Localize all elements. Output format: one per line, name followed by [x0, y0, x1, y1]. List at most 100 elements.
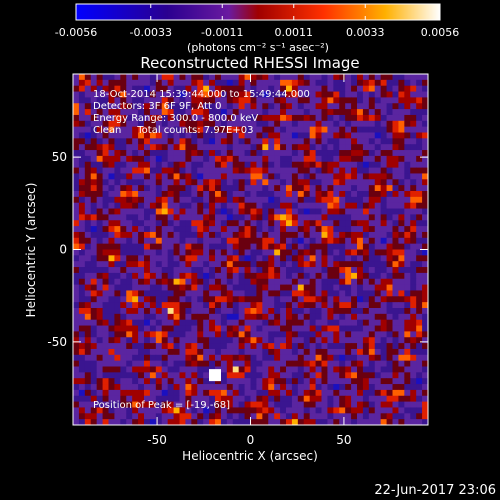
heatmap-cell [167, 109, 174, 116]
heatmap-cell [161, 372, 169, 379]
heatmap-cell [149, 302, 157, 309]
heatmap-cell [90, 261, 98, 268]
colorbar-tick-label: -0.0056 [55, 26, 97, 39]
heatmap-cell [132, 191, 139, 198]
heatmap-cell [392, 91, 399, 98]
heatmap-cell [102, 272, 109, 280]
heatmap-cell [220, 74, 228, 81]
heatmap-cell [333, 249, 340, 256]
heatmap-cell [73, 378, 80, 385]
heatmap-cell [209, 255, 216, 262]
heatmap-cell [416, 196, 423, 204]
heatmap-cell [173, 243, 180, 250]
heatmap-cell [209, 150, 216, 157]
heatmap-cell [155, 231, 163, 239]
heatmap-cell [362, 343, 370, 350]
heatmap-cell [327, 413, 334, 420]
heatmap-cell [232, 389, 240, 397]
heatmap-cell [209, 296, 216, 303]
heatmap-cell [209, 389, 216, 397]
heatmap-cell [274, 384, 281, 391]
heatmap-cell [226, 150, 234, 157]
heatmap-cell [126, 173, 133, 180]
heatmap-cell [321, 378, 328, 385]
heatmap-cell [232, 237, 240, 245]
heatmap-cell [244, 384, 251, 391]
heatmap-cell [345, 261, 352, 268]
heatmap-cell [149, 114, 157, 122]
heatmap-cell [256, 401, 263, 408]
heatmap-cell [345, 366, 352, 373]
heatmap-cell [286, 343, 293, 350]
heatmap-cell [209, 407, 216, 414]
heatmap-cell [321, 185, 328, 192]
heatmap-cell [422, 167, 429, 174]
heatmap-cell [84, 255, 92, 262]
heatmap-cell [327, 196, 334, 204]
heatmap-cell [226, 144, 234, 151]
heatmap-cell [333, 179, 340, 186]
heatmap-cell [226, 278, 234, 285]
heatmap-cell [226, 120, 234, 128]
heatmap-cell [238, 226, 245, 233]
heatmap-cell [102, 378, 109, 385]
heatmap-cell [374, 378, 382, 385]
heatmap-cell [120, 97, 127, 104]
heatmap-cell [274, 360, 281, 367]
heatmap-cell [78, 191, 86, 198]
heatmap-cell [138, 179, 145, 186]
heatmap-cell [102, 109, 109, 116]
heatmap-cell [126, 302, 133, 309]
heatmap-cell [291, 97, 299, 104]
heatmap-cell [90, 132, 98, 139]
heatmap-cell [149, 226, 157, 233]
heatmap-cell [215, 97, 222, 104]
heatmap-cell [161, 378, 169, 385]
heatmap-cell [286, 74, 293, 81]
heatmap-cell [416, 366, 423, 373]
heatmap-cell [73, 255, 80, 262]
heatmap-cell [410, 331, 417, 338]
heatmap-cell [179, 302, 186, 309]
heatmap-cell [209, 337, 216, 344]
heatmap-cell [333, 313, 340, 321]
heatmap-cell [90, 384, 98, 391]
heatmap-cell [303, 348, 311, 356]
heatmap-cell [291, 378, 299, 385]
heatmap-cell [327, 255, 334, 262]
heatmap-cell [238, 85, 245, 92]
heatmap-cell [197, 161, 204, 168]
heatmap-cell [173, 91, 180, 98]
heatmap-cell [73, 220, 80, 227]
heatmap-cell [197, 395, 204, 402]
heatmap-cell [108, 167, 115, 174]
heatmap-cell [303, 389, 311, 397]
heatmap-cell [303, 150, 311, 157]
heatmap-cell [327, 208, 334, 215]
heatmap-cell [232, 272, 240, 280]
heatmap-cell [138, 354, 145, 362]
heatmap-cell [345, 220, 352, 227]
heatmap-cell [90, 74, 98, 81]
heatmap-cell [410, 348, 417, 356]
heatmap-cell [161, 161, 169, 168]
heatmap-cell [368, 185, 376, 192]
heatmap-cell [96, 120, 103, 128]
heatmap-cell [262, 313, 269, 321]
heatmap-cell [90, 202, 98, 209]
heatmap-cell [114, 97, 121, 104]
heatmap-cell [173, 202, 180, 209]
heatmap-cell [108, 196, 115, 204]
heatmap-cell [149, 360, 157, 367]
heatmap-cell [209, 343, 216, 350]
heatmap-cell [268, 261, 275, 268]
heatmap-cell [138, 220, 145, 227]
heatmap-cell [232, 401, 240, 408]
heatmap-cell [185, 319, 192, 326]
heatmap-cell [327, 261, 334, 268]
heatmap-cell [410, 261, 417, 268]
heatmap-cell [161, 366, 169, 373]
heatmap-cell [321, 74, 328, 81]
heatmap-cell [144, 144, 151, 151]
